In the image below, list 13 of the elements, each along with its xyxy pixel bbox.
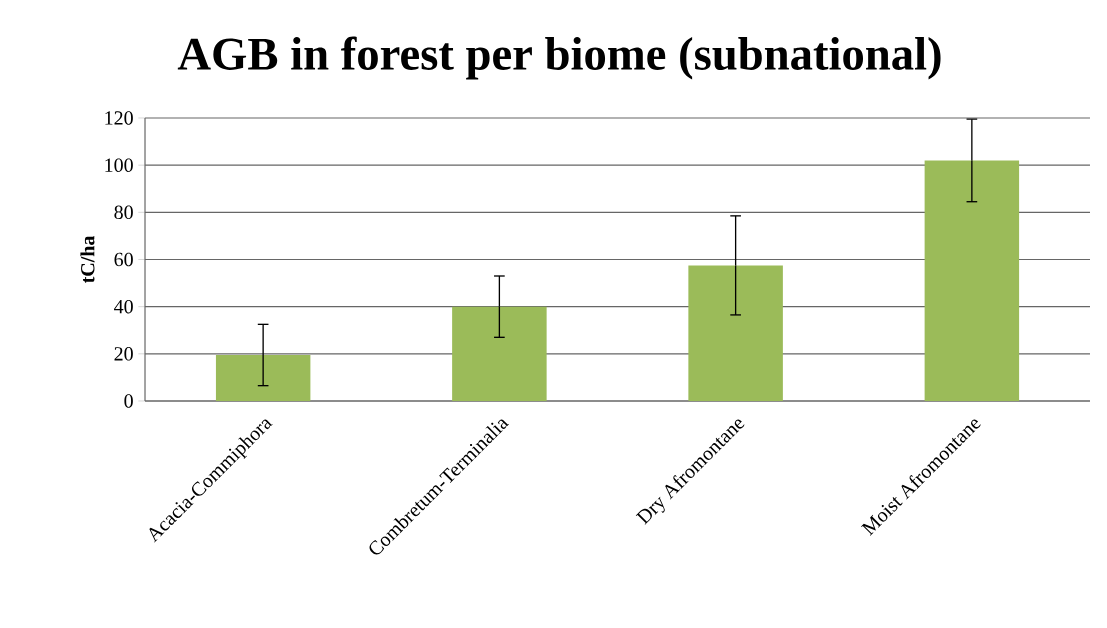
y-tick-label: 120	[105, 111, 133, 125]
bar	[688, 265, 783, 401]
bar	[452, 306, 547, 401]
y-tick-label: 0	[124, 394, 133, 408]
y-tick-label: 20	[114, 347, 133, 361]
y-tick-label: 80	[114, 205, 133, 220]
y-tick-label: 40	[114, 299, 133, 314]
bar	[215, 355, 311, 401]
y-tick-label: 100	[105, 158, 133, 172]
y-tick-label: 60	[114, 252, 133, 267]
bar	[924, 160, 1020, 401]
chart-title: AGB in forest per biome (subnational)	[177, 36, 941, 80]
y-axis-title: tC/ha	[80, 235, 95, 284]
